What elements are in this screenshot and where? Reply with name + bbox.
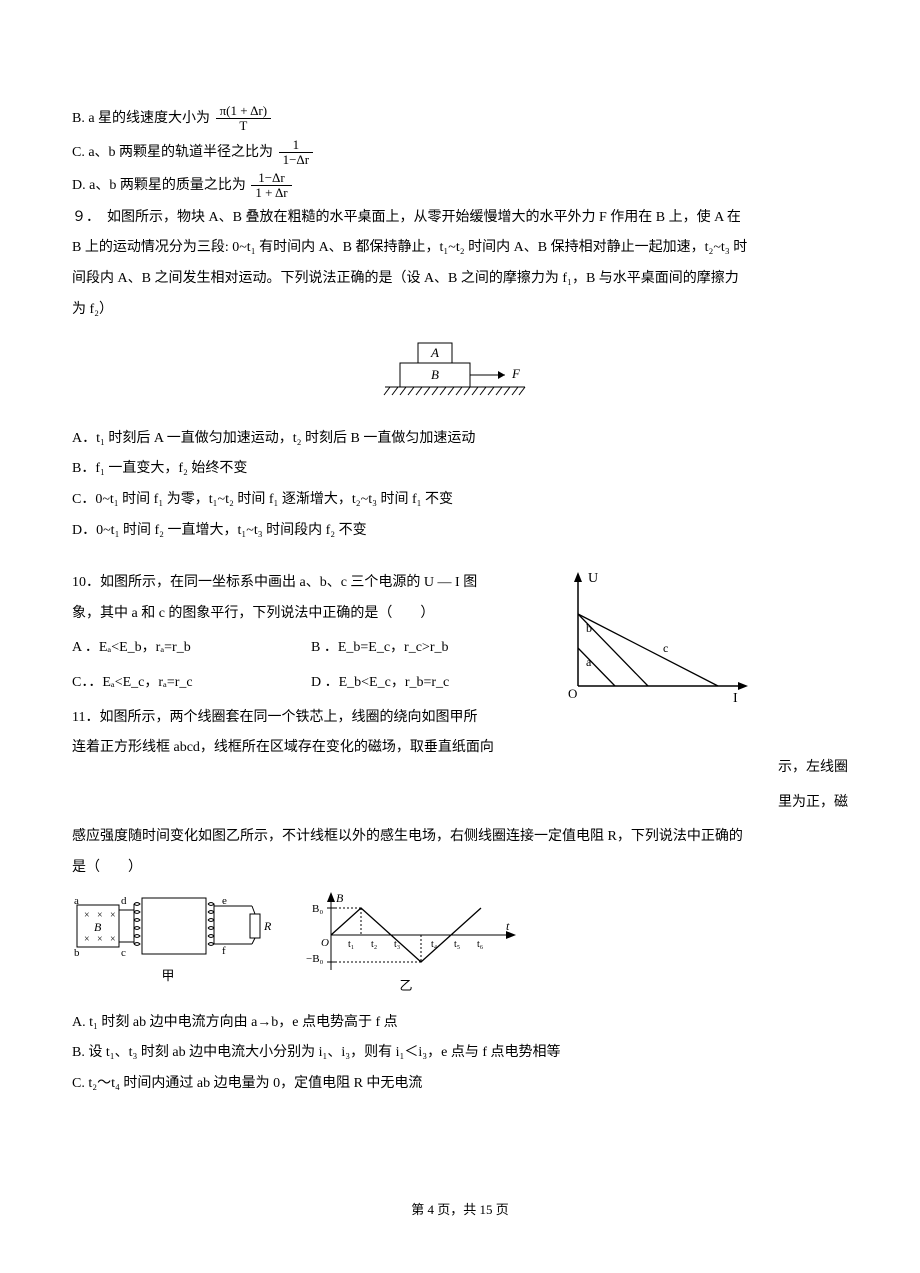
svg-text:×: ×: [97, 934, 103, 945]
footer-left: 第: [411, 1202, 424, 1217]
optB-prefix: B. a 星的线速度大小为: [72, 111, 210, 126]
svg-text:×: ×: [110, 934, 116, 945]
q11f1-f: f: [222, 945, 226, 957]
q11f2-t2: t₂: [371, 939, 377, 950]
q11-stem-1-right: 示，左线圈: [778, 755, 848, 782]
q11f2-t4: t₄: [431, 939, 438, 950]
q11-stem-2: 连着正方形线框 abcd，线框所在区域存在变化的磁场，取垂直纸面向: [72, 735, 550, 762]
optD-fraction: 1−Δr 1 + Δr: [249, 171, 293, 201]
pre-opt-d: D. a、b 两颗星的质量之比为 1−Δr 1 + Δr: [72, 171, 848, 201]
q11f1-caption: 甲: [161, 968, 174, 983]
q11f2-t6: t₆: [477, 939, 484, 950]
q10-opt-a: A ．Eₐ<E_b，rₐ=r_b: [72, 635, 311, 662]
q11f2-o: O: [321, 937, 329, 949]
q11-stem-3: 感应强度随时间变化如图乙所示，不计线框以外的感生电场，右侧线圈连接一定值电阻 R…: [72, 824, 848, 851]
q9-figure: A B F: [72, 335, 848, 416]
q11f2-t1: t₁: [348, 939, 354, 950]
q11f1-b: b: [74, 947, 80, 959]
q10-o: O: [568, 686, 577, 701]
q9-stem-3: 间段内 A、B 之间发生相对运动。下列说法正确的是（设 A、B 之间的摩擦力为 …: [72, 266, 848, 293]
q10-opt-d: D ．E_b<E_c，r_b=r_c: [311, 670, 550, 697]
q11-stem-1: 11．如图所示，两个线圈套在同一个铁芯上，线圈的绕向如图甲所: [72, 705, 550, 732]
q11f2-t3: t₃: [394, 939, 400, 950]
q10-stem-1: 10．如图所示，在同一坐标系中画出 a、b、c 三个电源的 U — I 图: [72, 570, 550, 597]
q10-ylabel: U: [588, 571, 598, 586]
optD-prefix: D. a、b 两颗星的质量之比为: [72, 178, 246, 193]
q11f2-B0p: B₀: [312, 903, 323, 915]
optC-fraction: 1 1−Δr: [277, 138, 316, 168]
q9-stem-2: B 上的运动情况分为三段: 0~t₁ 有时间内 A、B 都保持静止，t₁~t₂ …: [72, 235, 848, 262]
optD-num: 1−Δr: [251, 171, 291, 186]
q11f1-e: e: [222, 895, 227, 907]
svg-text:×: ×: [110, 910, 116, 921]
q11f2-B0n: −B₀: [306, 953, 324, 965]
q9-label-a: A: [430, 345, 439, 360]
q11f1-c: c: [121, 947, 126, 959]
q11f2-caption: 乙: [399, 978, 412, 993]
q11-figure-jia: a b c d ××× ××× B: [72, 890, 282, 1000]
optD-den: 1 + Δr: [251, 186, 291, 200]
optB-den: T: [216, 119, 272, 133]
q11-stem-4: 是（ ）: [72, 855, 848, 882]
q9-diagram: A B F: [380, 335, 540, 405]
optB-num: π(1 + Δr): [216, 104, 272, 119]
q9-label-f: F: [511, 366, 521, 381]
q10-a: a: [586, 655, 592, 669]
pre-opt-b: B. a 星的线速度大小为 π(1 + Δr) T: [72, 104, 848, 134]
svg-text:×: ×: [84, 910, 90, 921]
q10-c: c: [663, 641, 668, 655]
q11-opt-b: B. 设 t₁、t₃ 时刻 ab 边中电流大小分别为 i₁、i₃，则有 i₁＜i…: [72, 1040, 848, 1067]
q11-opt-c: C. t₂～t₄ 时间内通过 ab 边电量为 0，定值电阻 R 中无电流: [72, 1071, 848, 1098]
q11-stem-2-right: 里为正，磁: [778, 790, 848, 817]
q10-xlabel: I: [733, 691, 738, 706]
q9-stem-4: 为 f₂）: [72, 297, 848, 324]
q9-opt-b: B．f₁ 一直变大，f₂ 始终不变: [72, 456, 848, 483]
q11f2-ylabel: B: [336, 891, 344, 905]
footer-right: 页: [496, 1202, 509, 1217]
optB-fraction: π(1 + Δr) T: [214, 104, 274, 134]
q11f1-d: d: [121, 895, 127, 907]
q10-graph: U O I b a c: [558, 566, 758, 706]
q10-stem-2: 象，其中 a 和 c 的图象平行，下列说法中正确的是（ ）: [72, 601, 550, 628]
q11f2-xlabel: t: [506, 919, 510, 933]
page-footer: 第 4 页，共 15 页: [0, 1198, 920, 1223]
q11f2-t5: t₅: [454, 939, 460, 950]
q11f1-B: B: [94, 920, 102, 934]
q11-opt-a: A. t₁ 时刻 ab 边中电流方向由 a→b，e 点电势高于 f 点: [72, 1010, 848, 1037]
q10-opt-c: C．．Eₐ<E_c，rₐ=r_c: [72, 670, 311, 697]
footer-pagenum: 4: [427, 1202, 434, 1217]
q9-opt-c: C．0~t₁ 时间 f₁ 为零，t₁~t₂ 时间 f₁ 逐渐增大，t₂~t₃ 时…: [72, 487, 848, 514]
q9-opt-a: A．t₁ 时刻后 A 一直做匀加速运动，t₂ 时刻后 B 一直做匀加速运动: [72, 426, 848, 453]
q10-opt-b: B ．E_b=E_c，r_c>r_b: [311, 635, 550, 662]
q11-figure-yi: B B₀ −B₀ O t₁ t₂ t₃ t₄ t₅ t₆ t 乙: [306, 890, 526, 1000]
q11f1-R: R: [263, 919, 272, 933]
q9-stem-1: ９． 如图所示，物块 A、B 叠放在粗糙的水平桌面上，从零开始缓慢增大的水平外力…: [72, 205, 848, 232]
q10-b: b: [586, 621, 592, 635]
footer-mid: 页，共: [437, 1202, 476, 1217]
svg-text:×: ×: [84, 934, 90, 945]
footer-total: 15: [480, 1202, 493, 1217]
optC-num: 1: [279, 138, 314, 153]
q9-label-b: B: [431, 367, 439, 382]
pre-opt-c: C. a、b 两颗星的轨道半径之比为 1 1−Δr: [72, 138, 848, 168]
q11f1-a: a: [74, 895, 79, 907]
optC-prefix: C. a、b 两颗星的轨道半径之比为: [72, 145, 273, 160]
optC-den: 1−Δr: [279, 153, 314, 167]
q9-opt-d: D．0~t₁ 时间 f₂ 一直增大，t₁~t₃ 时间段内 f₂ 不变: [72, 518, 848, 545]
